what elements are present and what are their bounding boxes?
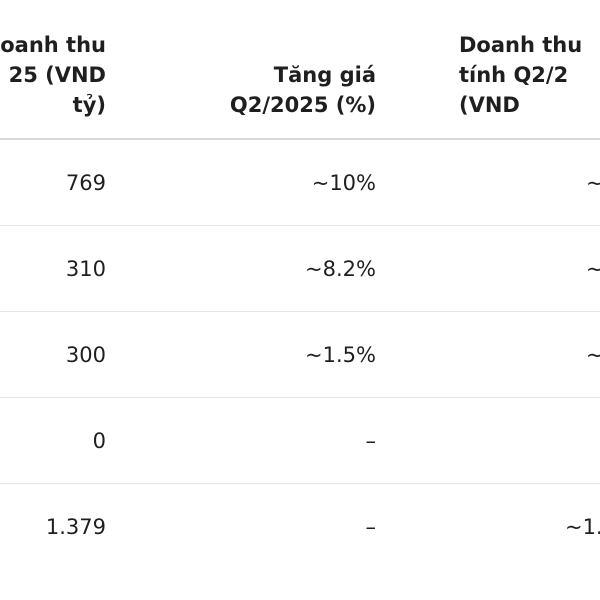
revenue-cell: 0: [92, 429, 106, 453]
header-revenue-line-3: tỷ): [72, 93, 106, 117]
header-price-increase: Tăng giá Q2/2025 (%): [230, 60, 376, 120]
header-divider: [0, 138, 600, 140]
revenue-cell: 300: [65, 343, 106, 367]
row-divider: [0, 397, 600, 398]
header-estimated-revenue: Doanh thu tính Q2/2 (VND: [459, 30, 582, 120]
header-price-increase-line-1: Tăng giá: [273, 63, 376, 87]
table-row: 300 ~1.5% ~: [0, 312, 600, 398]
header-price-increase-line-2: Q2/2025 (%): [229, 93, 376, 117]
revenue-cell: 310: [65, 257, 106, 281]
row-divider: [0, 311, 600, 312]
header-revenue-line-2: 25 (VND: [8, 63, 106, 87]
price-increase-cell: ~8.2%: [305, 257, 376, 281]
header-estimated-revenue-line-3: (VND: [459, 93, 520, 117]
header-revenue: oanh thu 25 (VND tỷ): [0, 30, 106, 120]
price-increase-cell: ~1.5%: [305, 343, 376, 367]
revenue-cell: 1.379: [45, 515, 106, 539]
estimated-revenue-cell: ~: [586, 171, 600, 195]
estimated-revenue-cell: ~: [586, 343, 600, 367]
estimated-revenue-cell: ~1.: [565, 515, 600, 539]
price-increase-cell: –: [365, 515, 377, 539]
header-revenue-line-1: oanh thu: [0, 33, 106, 57]
table-row: 769 ~10% ~: [0, 140, 600, 226]
price-increase-cell: ~10%: [311, 171, 376, 195]
header-estimated-revenue-line-1: Doanh thu: [459, 33, 583, 57]
revenue-cell: 769: [65, 171, 106, 195]
estimated-revenue-cell: ~: [586, 257, 600, 281]
table-row: 1.379 – ~1.: [0, 484, 600, 570]
table-row: 310 ~8.2% ~: [0, 226, 600, 312]
table-row: 0 –: [0, 398, 600, 484]
row-divider: [0, 225, 600, 226]
row-divider: [0, 483, 600, 484]
price-increase-cell: –: [365, 429, 377, 453]
header-estimated-revenue-line-2: tính Q2/2: [459, 63, 569, 87]
